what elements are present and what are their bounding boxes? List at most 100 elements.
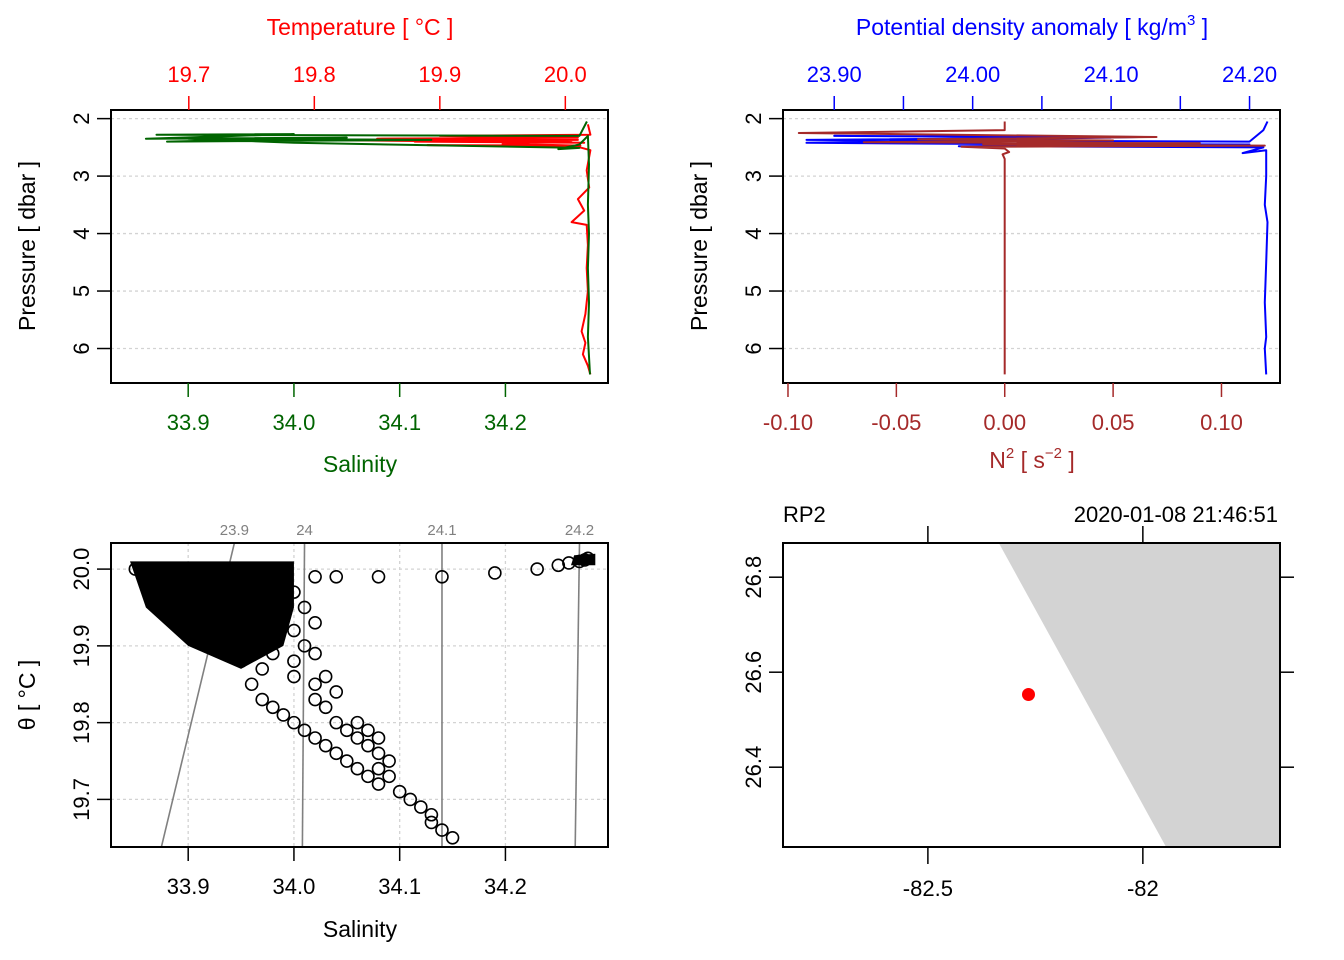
data-point xyxy=(318,738,333,753)
isopycnal-line xyxy=(160,544,235,846)
data-point xyxy=(308,692,322,707)
data-point xyxy=(265,623,280,638)
data-point xyxy=(424,815,439,830)
data-point xyxy=(255,692,270,707)
top-tick-label: 19.8 xyxy=(293,62,336,87)
data-point xyxy=(223,646,238,661)
station-name: RP2 xyxy=(783,502,826,527)
isopycnal-line xyxy=(301,544,306,846)
top-tick-label: 24.00 xyxy=(945,62,1000,87)
y-tick-label: 26.4 xyxy=(741,746,766,789)
data-point xyxy=(287,623,301,638)
bottom-axis-title: Salinity xyxy=(323,451,398,477)
data-point xyxy=(255,600,270,615)
x-tick-label: 34.0 xyxy=(273,874,316,899)
data-point xyxy=(572,554,587,569)
x-tick-label: -82.5 xyxy=(903,876,953,901)
data-point xyxy=(170,608,185,622)
x-tick-label: -82 xyxy=(1127,876,1159,901)
y-tick-label: 19.8 xyxy=(69,701,94,744)
bottom-tick-label: 34.1 xyxy=(378,410,421,435)
data-point xyxy=(329,569,344,584)
plot-data xyxy=(797,121,1269,375)
data-point xyxy=(308,731,322,745)
x-axis-title: Salinity xyxy=(323,916,398,942)
data-point xyxy=(329,746,344,761)
bottom-tick-label: 34.2 xyxy=(484,410,527,435)
data-point xyxy=(234,654,248,669)
series-line-potential-density-anomaly xyxy=(805,121,1269,375)
grid xyxy=(783,117,1280,350)
y-tick-label: 4 xyxy=(741,227,766,239)
y-tick-label: 2 xyxy=(741,112,766,124)
data-point xyxy=(297,600,312,615)
station-time: 2020-01-08 21:46:51 xyxy=(1074,502,1278,527)
y-axis-title: Pressure [ dbar ] xyxy=(14,161,40,331)
y-tick-label: 3 xyxy=(69,170,94,182)
station-marker xyxy=(1021,688,1035,702)
data-point xyxy=(340,754,354,768)
x-axis: 33.9 34.0 34.1 34.2 xyxy=(167,847,527,899)
data-point xyxy=(435,823,449,837)
data-point xyxy=(382,754,396,768)
data-point xyxy=(265,562,280,576)
density-n2-profile-panel: 2 3 4 5 6 23.90 24.00 24.10 24.20 -0.10 -0.05 0.0… xyxy=(686,12,1281,473)
series-line-temperature xyxy=(250,124,592,375)
data-point xyxy=(350,715,365,730)
data-point xyxy=(371,569,386,584)
top-tick-label: 24.10 xyxy=(1084,62,1139,87)
plot-frame xyxy=(110,542,609,848)
data-point xyxy=(371,746,386,761)
y-tick-label: 20.0 xyxy=(69,548,94,591)
y-tick-label: 6 xyxy=(69,342,94,354)
plot-frame xyxy=(782,542,1281,848)
y-tick-label: 19.9 xyxy=(69,624,94,667)
data-point xyxy=(202,585,217,599)
map-axes: -82.5 -82 26.4 26.6 26.8 xyxy=(741,526,1294,901)
isopycnal-label: 23.9 xyxy=(220,522,249,539)
data-point xyxy=(340,723,354,738)
top-axis-density: 23.90 24.00 24.10 24.20 xyxy=(807,62,1277,110)
bottom-tick-label: -0.05 xyxy=(871,410,921,435)
x-tick-label: 34.2 xyxy=(484,874,527,899)
bottom-axis-n2: -0.10 -0.05 0.00 0.05 0.10 xyxy=(763,383,1243,435)
isopycnal-label: 24 xyxy=(296,522,313,539)
data-point xyxy=(308,569,322,584)
series-line-salinity xyxy=(144,121,591,375)
y-tick-label: 26.6 xyxy=(741,651,766,694)
data-point xyxy=(213,639,227,653)
data-point xyxy=(403,792,418,807)
y-axis: 19.7 19.8 19.9 20.0 xyxy=(69,548,111,821)
data-point xyxy=(581,551,595,566)
data-point xyxy=(139,569,153,584)
data-point xyxy=(562,556,576,570)
data-point xyxy=(318,700,333,715)
data-point xyxy=(488,566,502,580)
data-point xyxy=(191,623,206,638)
data-point xyxy=(297,639,312,653)
data-point xyxy=(276,708,291,722)
y-axis-title: θ [ °C ] xyxy=(14,660,40,731)
data-point xyxy=(329,715,344,730)
y-tick-label: 4 xyxy=(69,227,94,239)
top-axis-title: Potential density anomaly [ kg/m3 ] xyxy=(856,12,1208,40)
data-point xyxy=(329,685,344,699)
y-tick-label: 5 xyxy=(741,285,766,297)
isopycnal-group xyxy=(574,544,581,846)
data-point xyxy=(287,654,301,669)
location-map-panel: -82.5 -82 26.4 26.6 26.8 RP2 2020-01-08 21:4… xyxy=(741,502,1294,901)
data-point xyxy=(297,723,312,738)
data-point xyxy=(371,731,386,745)
x-tick-label: 33.9 xyxy=(167,874,210,899)
y-axis: 2 3 4 5 6 xyxy=(741,112,783,355)
data-point xyxy=(276,608,291,622)
plot-data xyxy=(144,121,592,375)
isopycnal-group xyxy=(160,544,235,846)
data-point xyxy=(350,731,365,745)
data-point xyxy=(128,562,143,576)
top-tick-label: 24.20 xyxy=(1222,62,1277,87)
top-tick-label: 20.0 xyxy=(544,62,587,87)
y-tick-label: 19.7 xyxy=(69,778,94,821)
data-point xyxy=(244,562,259,576)
